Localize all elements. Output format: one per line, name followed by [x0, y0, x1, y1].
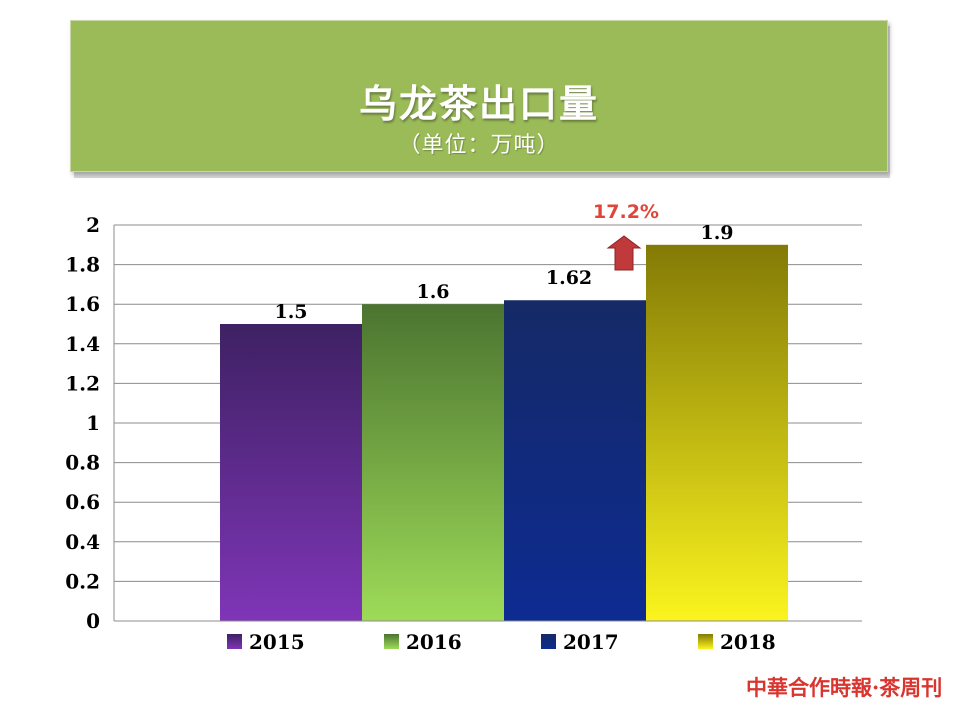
y-tick-label: 1.8 — [65, 253, 100, 277]
legend-label-2015: 2015 — [249, 630, 305, 654]
data-label-2017: 1.62 — [546, 267, 592, 289]
y-tick-label: 1.6 — [65, 292, 100, 316]
legend-label-2018: 2018 — [720, 630, 776, 654]
data-label-2018: 1.9 — [700, 222, 733, 244]
y-tick-label: 1.4 — [65, 332, 100, 356]
growth-percentage: 17.2% — [593, 201, 659, 223]
legend-swatch-2016 — [384, 634, 399, 649]
bar-2017 — [504, 300, 646, 621]
chart-title: 乌龙茶出口量 — [358, 82, 599, 126]
y-tick-label: 0.8 — [65, 451, 100, 475]
y-tick-label: 2 — [86, 213, 100, 237]
legend-swatch-2018 — [698, 634, 713, 649]
bar-2016 — [362, 304, 504, 621]
bar-2015 — [220, 324, 362, 621]
y-tick-label: 0.4 — [65, 530, 100, 554]
y-tick-label: 0 — [86, 609, 100, 633]
legend-swatch-2015 — [227, 634, 242, 649]
watermark-logo: 中華合作時報·茶周刊 — [746, 675, 943, 700]
data-label-2015: 1.5 — [274, 301, 307, 323]
bar-2018 — [646, 244, 788, 622]
title-banner: 乌龙茶出口量 （单位：万吨） — [70, 20, 888, 172]
legend-swatch-2017 — [541, 634, 556, 649]
y-tick-label: 0.2 — [65, 569, 100, 593]
legend-label-2016: 2016 — [406, 630, 462, 654]
data-label-2016: 1.6 — [416, 281, 449, 303]
up-arrow-icon — [606, 235, 642, 271]
y-tick-label: 1 — [86, 411, 100, 435]
y-tick-label: 0.6 — [65, 490, 100, 514]
chart-subtitle: （单位：万吨） — [398, 133, 560, 158]
y-tick-label: 1.2 — [65, 371, 100, 395]
legend-label-2017: 2017 — [563, 630, 619, 654]
